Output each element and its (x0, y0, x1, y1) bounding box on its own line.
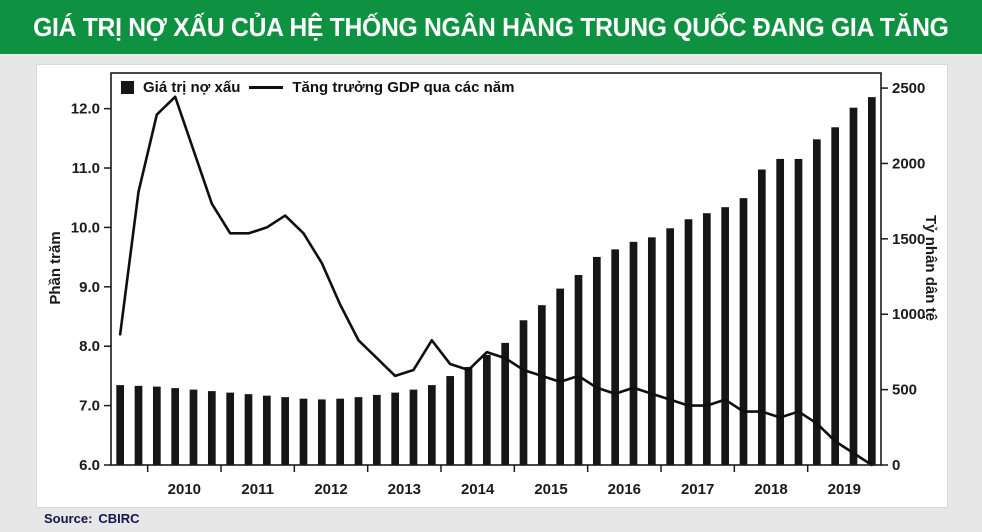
bar (116, 385, 125, 465)
svg-text:2000: 2000 (892, 155, 925, 172)
svg-text:9.0: 9.0 (79, 279, 100, 296)
bar (372, 394, 381, 465)
right-axis-ticks: 0 500 1000 1500 2000 2500 (881, 80, 925, 474)
page-title: GIÁ TRỊ NỢ XẤU CỦA HỆ THỐNG NGÂN HÀNG TR… (33, 11, 949, 42)
plot-frame (110, 72, 882, 466)
bar (537, 305, 546, 465)
source-value: CBIRC (98, 511, 140, 526)
bar (354, 397, 363, 465)
svg-text:2014: 2014 (461, 481, 495, 498)
svg-text:6.0: 6.0 (79, 457, 100, 474)
svg-text:7.0: 7.0 (79, 398, 100, 415)
bar (794, 158, 803, 465)
svg-text:2016: 2016 (608, 481, 641, 498)
bar (299, 398, 308, 465)
bar (757, 169, 766, 465)
bar (409, 389, 418, 465)
legend-line-label: Tăng trưởng GDP qua các năm (292, 79, 515, 96)
bar (574, 275, 583, 465)
bar (152, 386, 161, 465)
bar (556, 288, 565, 465)
svg-text:12.0: 12.0 (71, 101, 100, 118)
bar (336, 398, 345, 465)
bar (244, 394, 253, 465)
legend-bar-label: Giá trị nợ xấu (143, 79, 241, 96)
chart-svg: 6.0 7.0 8.0 9.0 10.0 11.0 12.0 0 500 1000 1500 2000… (71, 72, 925, 498)
x-axis-labels: 2010 2011 2012 2013 2014 2015 2016 2017 2018 2019 (146, 465, 861, 498)
bar (812, 139, 821, 465)
header-banner: GIÁ TRỊ NỢ XẤU CỦA HỆ THỐNG NGÂN HÀNG TR… (0, 0, 982, 54)
svg-text:2017: 2017 (681, 481, 714, 498)
bar (317, 399, 326, 465)
svg-text:500: 500 (892, 382, 917, 399)
bar (519, 320, 528, 465)
bars-group (116, 97, 876, 466)
svg-text:2015: 2015 (534, 481, 567, 498)
right-axis-title: Tỷ nhân dân tệ (922, 215, 939, 322)
svg-text:2018: 2018 (754, 481, 787, 498)
svg-text:2012: 2012 (314, 481, 347, 498)
bar (427, 385, 436, 465)
source-note: Source: CBIRC (44, 511, 140, 526)
chart-legend: Giá trị nợ xấu Tăng trưởng GDP qua các n… (121, 79, 514, 96)
svg-text:2013: 2013 (388, 481, 421, 498)
svg-text:2011: 2011 (241, 481, 274, 498)
svg-text:8.0: 8.0 (79, 338, 100, 355)
bar (666, 228, 675, 465)
svg-text:2019: 2019 (828, 481, 861, 498)
svg-text:2010: 2010 (168, 481, 201, 498)
bar (831, 127, 840, 465)
bar (391, 392, 400, 465)
bar (849, 107, 858, 466)
bar (684, 219, 693, 465)
bar (226, 392, 235, 465)
bar (464, 367, 473, 465)
bar (446, 376, 455, 465)
bar (134, 385, 143, 465)
svg-text:11.0: 11.0 (72, 160, 100, 177)
bar (721, 207, 730, 465)
bar (482, 354, 491, 465)
bar (501, 342, 510, 465)
bar (189, 389, 198, 465)
bar (867, 97, 876, 465)
bar (592, 256, 601, 465)
source-label: Source: (44, 511, 93, 526)
bar-series-swatch-icon (121, 81, 134, 94)
chart-panel: 6.0 7.0 8.0 9.0 10.0 11.0 12.0 0 500 1000 1500 2000… (36, 64, 948, 508)
svg-text:0: 0 (892, 457, 900, 474)
svg-text:10.0: 10.0 (71, 219, 100, 236)
svg-text:2500: 2500 (892, 80, 925, 97)
bar (171, 388, 180, 465)
bar (739, 198, 748, 465)
gdp-line (118, 95, 874, 467)
bar (281, 397, 290, 465)
bar (647, 237, 656, 465)
left-axis-ticks: 6.0 7.0 8.0 9.0 10.0 11.0 12.0 (71, 101, 111, 474)
bar (702, 213, 711, 465)
line-series-swatch-icon (249, 86, 284, 89)
left-axis-title: Phần trăm (47, 231, 64, 305)
bar (262, 395, 271, 465)
bar (776, 158, 785, 465)
bar (629, 241, 638, 465)
svg-text:1000: 1000 (892, 306, 925, 323)
bar (207, 391, 216, 465)
svg-text:1500: 1500 (892, 231, 925, 248)
bar (611, 249, 620, 465)
